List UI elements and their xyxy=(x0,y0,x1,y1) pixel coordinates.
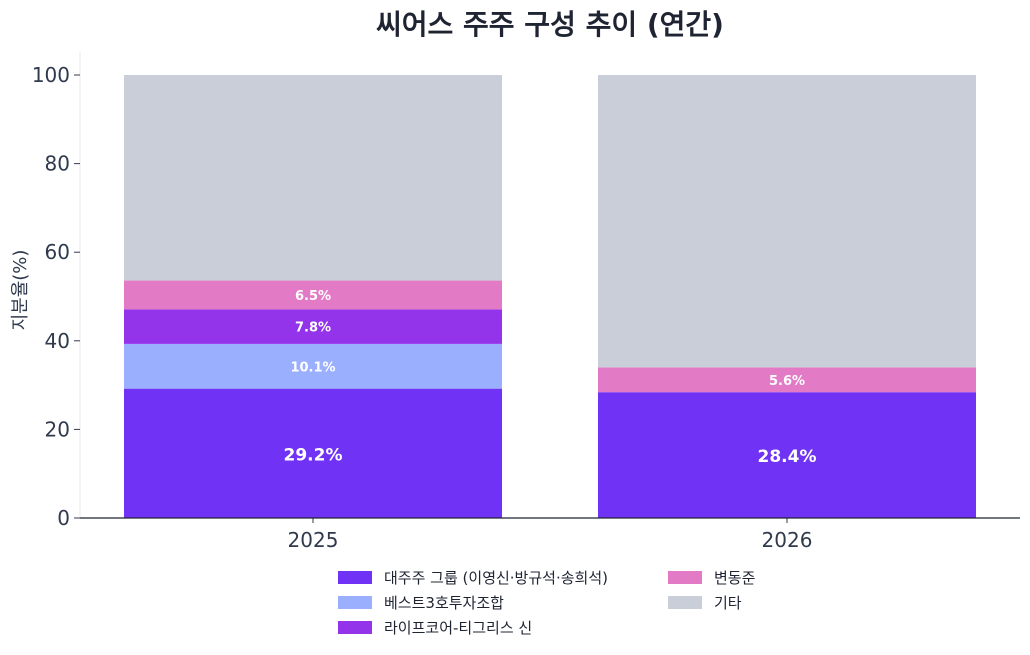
bar-segment xyxy=(124,388,502,518)
data-label: 6.5% xyxy=(295,289,331,304)
legend-item: 기타 xyxy=(668,594,742,612)
plot-area: 0 20 40 60 80 100 29.2% 10.1% 7.8% 6.5% 2025 28.4% 5… xyxy=(32,52,1020,552)
legend: 대주주 그룹 (이영신·방규석·송희석) 베스트3호투자조합라이프코어-티그리스 … xyxy=(338,569,756,637)
y-tick-label: 100 xyxy=(32,63,70,87)
x-tick-label: 2026 xyxy=(762,528,813,552)
bar-segment xyxy=(598,367,976,393)
data-label: 5.6% xyxy=(769,374,805,389)
y-tick-label: 0 xyxy=(57,506,70,530)
legend-label: 베스트3호투자조합 xyxy=(384,594,504,612)
legend-item: 변동준 xyxy=(668,569,756,587)
data-label: 7.8% xyxy=(295,321,331,336)
chart-title: 씨어스 주주 구성 추이 (연간) xyxy=(376,8,724,41)
bar-segment xyxy=(124,75,502,281)
legend-item: 베스트3호투자조합 xyxy=(338,594,504,612)
legend-label: 기타 xyxy=(714,594,742,612)
legend-label: 대주주 그룹 (이영신·방규석·송희석) xyxy=(384,569,608,587)
bar-segment xyxy=(598,75,976,368)
y-tick-label: 60 xyxy=(45,240,70,264)
legend-swatch xyxy=(338,621,372,634)
legend-label: 라이프코어-티그리스 신 xyxy=(384,619,532,637)
x-tick-label: 2025 xyxy=(288,528,339,552)
bar-segment xyxy=(124,280,502,310)
data-label: 28.4% xyxy=(758,447,817,467)
legend-item: 대주주 그룹 (이영신·방규석·송희석) xyxy=(338,569,608,587)
legend-swatch xyxy=(668,571,702,584)
data-label: 10.1% xyxy=(290,360,335,375)
data-label: 29.2% xyxy=(284,445,343,465)
legend-label: 변동준 xyxy=(714,569,756,587)
y-axis-label: 지분율(%) xyxy=(10,250,31,331)
legend-item: 라이프코어-티그리스 신 xyxy=(338,619,532,637)
bar-segment xyxy=(598,392,976,518)
bar-segment xyxy=(124,309,502,344)
y-tick-label: 20 xyxy=(45,417,70,441)
legend-swatch xyxy=(338,596,372,609)
y-tick-label: 40 xyxy=(45,329,70,353)
legend-swatch xyxy=(668,596,702,609)
legend-swatch xyxy=(338,571,372,584)
y-tick-label: 80 xyxy=(45,152,70,176)
bar-segment xyxy=(124,343,502,389)
